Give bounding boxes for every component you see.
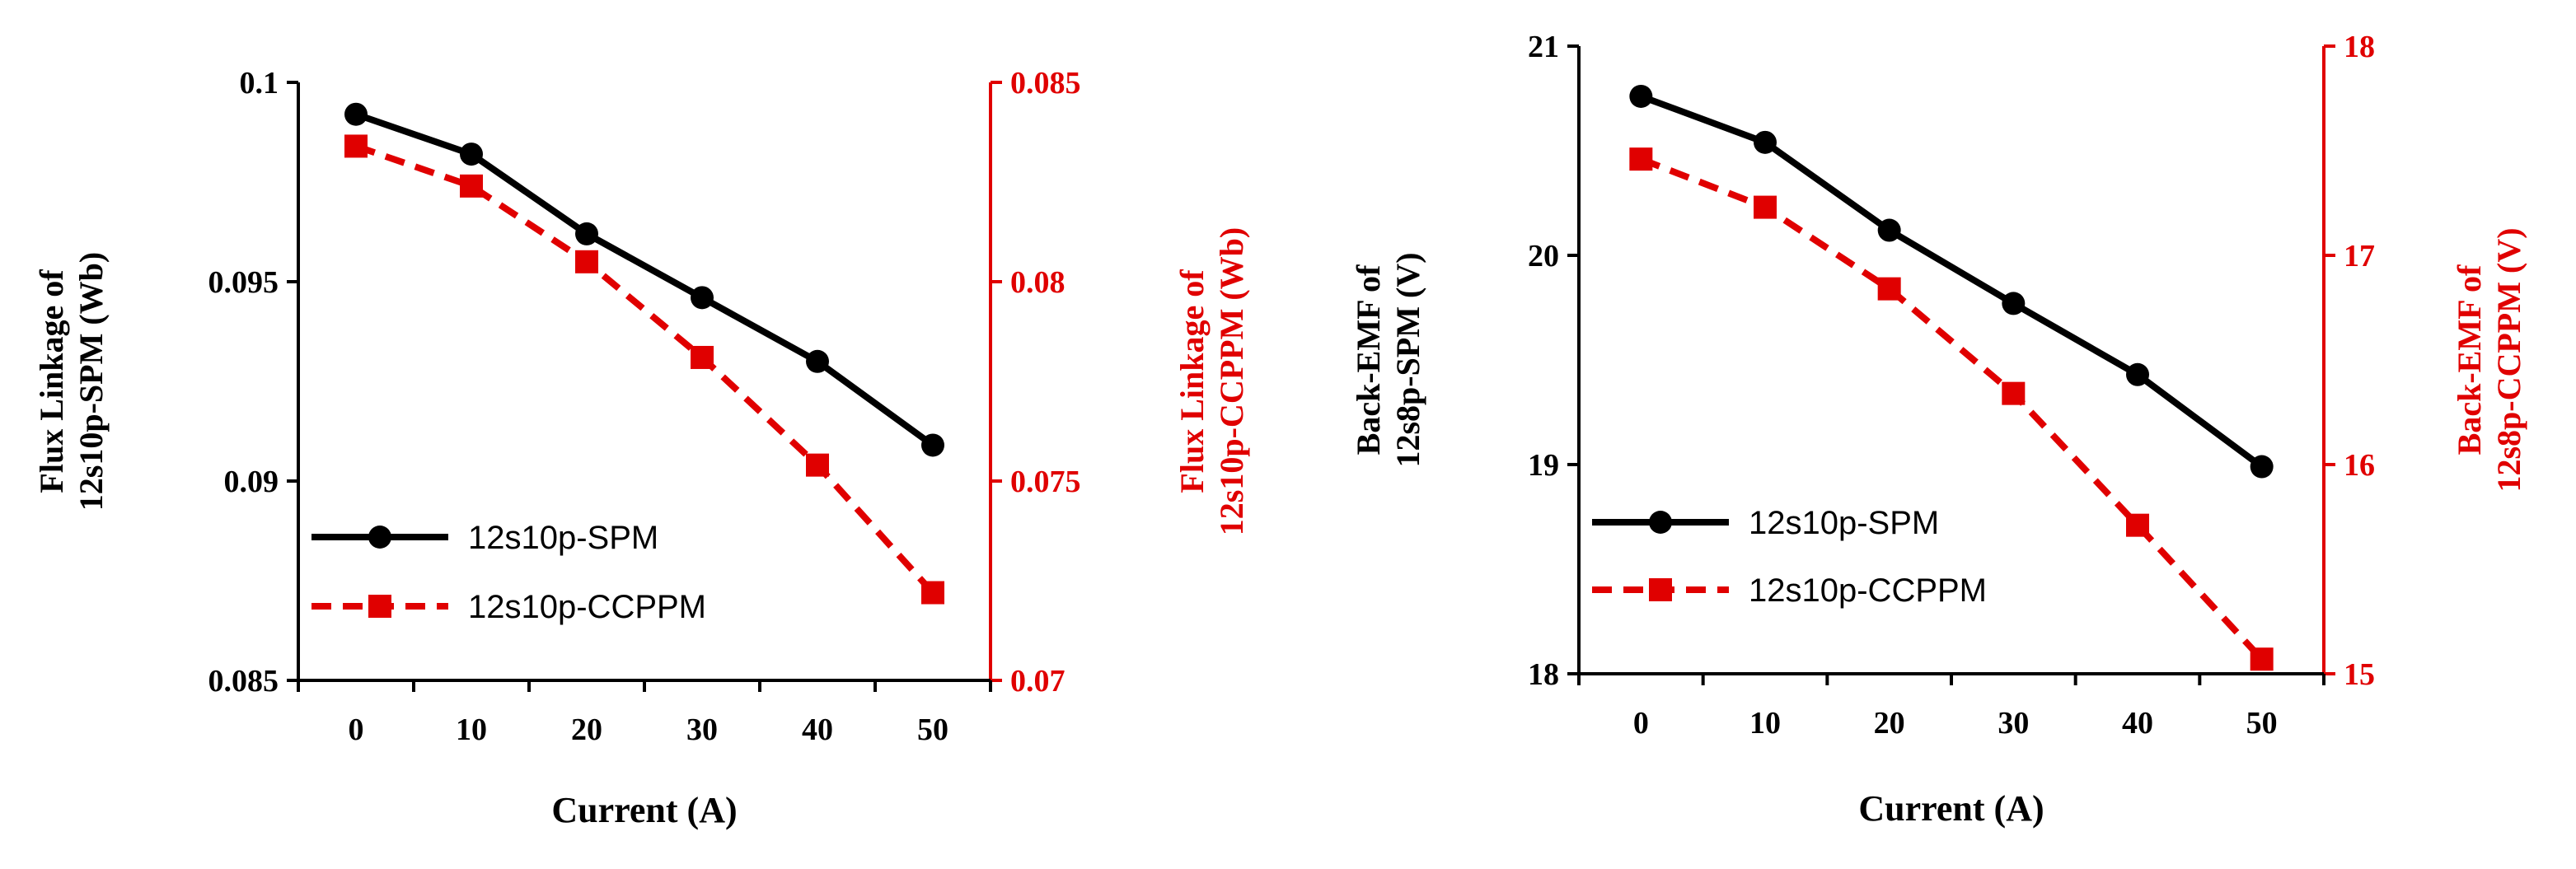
chart1: 0.085 0.09 0.095 0.1 0.07 0.075 0.08 0.085 0 10 20… <box>33 66 1250 830</box>
x-tick-label: 10 <box>1749 706 1781 741</box>
right-tick-label: 15 <box>2344 657 2375 692</box>
data-point-12s10p-ccppm <box>921 581 944 605</box>
x-tick-label: 0 <box>349 712 364 747</box>
legend-label: 12s10p-CCPPM <box>468 589 706 625</box>
left-tick-label: 0.1 <box>240 66 279 100</box>
data-point-12s10p-ccppm <box>2250 647 2274 671</box>
left-tick-label: 18 <box>1528 657 1559 692</box>
data-point-12s10p-ccppm <box>691 345 714 369</box>
data-point-12s10p-ccppm <box>2002 381 2026 405</box>
data-point-12s10p-spm <box>1754 130 1777 154</box>
data-point-12s10p-spm <box>806 349 829 373</box>
legend-label: 12s10p-SPM <box>1749 505 1939 541</box>
left-axis-title-line: Back-EMF of <box>1350 264 1387 455</box>
data-point-12s10p-ccppm <box>344 134 368 158</box>
legend: 12s10p-SPM 12s10p-CCPPM <box>1592 505 1987 609</box>
left-axis-title-line: Flux Linkage of <box>33 269 70 493</box>
right-tick-label: 0.085 <box>1010 66 1081 100</box>
data-point-12s10p-ccppm <box>1877 277 1901 301</box>
data-point-12s10p-spm <box>691 286 714 310</box>
data-point-12s10p-spm <box>575 222 598 245</box>
x-tick-label: 20 <box>571 712 602 747</box>
data-point-12s10p-ccppm <box>806 453 829 477</box>
series-line-12s10p-spm <box>1639 93 2265 470</box>
x-tick-label: 40 <box>802 712 833 747</box>
left-axis-title: Flux Linkage of12s10p-SPM (Wb) <box>33 252 110 511</box>
left-axis-title-line: 12s10p-SPM (Wb) <box>73 252 110 511</box>
series-line-12s10p-spm <box>354 110 935 448</box>
data-point-12s10p-ccppm <box>1629 147 1653 171</box>
right-axis-title-line: Flux Linkage of <box>1173 269 1211 493</box>
x-axis-title: Current (A) <box>1858 788 2044 829</box>
x-tick-label: 30 <box>686 712 718 747</box>
legend-marker <box>1649 578 1672 601</box>
right-axis-title: Back-EMF of12s8p-CCPPM (V) <box>2451 227 2527 492</box>
data-point-12s10p-ccppm <box>460 174 483 198</box>
right-tick-label: 17 <box>2344 239 2375 273</box>
chart2: 18 19 20 21 15 16 17 18 0 10 20 30 40 50 Current (A) Ba… <box>1350 30 2527 829</box>
x-tick-label: 50 <box>2246 706 2278 741</box>
left-axis-title: Back-EMF of12s8p-SPM (V) <box>1350 252 1426 467</box>
data-point-12s10p-ccppm <box>575 250 598 273</box>
left-tick-label: 20 <box>1528 239 1559 273</box>
right-tick-label: 0.08 <box>1010 265 1066 300</box>
data-point-12s10p-spm <box>460 142 483 166</box>
data-point-12s10p-spm <box>344 102 368 126</box>
legend-label: 12s10p-SPM <box>468 520 658 556</box>
x-axis-title: Current (A) <box>551 790 737 830</box>
right-axis-title-line: 12s8p-CCPPM (V) <box>2490 227 2527 492</box>
legend-marker <box>368 526 391 549</box>
left-tick-label: 19 <box>1528 448 1559 483</box>
data-point-12s10p-spm <box>921 433 944 457</box>
data-point-12s10p-spm <box>2250 455 2274 479</box>
right-axis-title-line: 12s10p-CCPPM (Wb) <box>1213 227 1250 535</box>
data-point-12s10p-ccppm <box>1754 195 1777 219</box>
legend-marker <box>368 595 391 618</box>
left-tick-label: 0.085 <box>208 664 279 698</box>
data-point-12s10p-spm <box>2126 362 2149 386</box>
data-point-12s10p-spm <box>1629 84 1653 108</box>
series-line-12s10p-ccppm <box>1639 156 2265 661</box>
right-axis-title-line: Back-EMF of <box>2451 264 2488 455</box>
x-tick-label: 50 <box>917 712 948 747</box>
x-tick-label: 10 <box>456 712 487 747</box>
right-tick-label: 18 <box>2344 30 2375 64</box>
series-line-12s10p-ccppm <box>354 142 935 596</box>
x-tick-label: 30 <box>1998 706 2029 741</box>
x-tick-label: 0 <box>1633 706 1649 741</box>
right-axis-title: Flux Linkage of12s10p-CCPPM (Wb) <box>1173 227 1250 535</box>
right-tick-label: 0.075 <box>1010 465 1081 499</box>
right-tick-label: 16 <box>2344 448 2375 483</box>
left-tick-label: 21 <box>1528 30 1559 64</box>
data-point-12s10p-ccppm <box>2126 513 2149 537</box>
x-tick-label: 40 <box>2122 706 2153 741</box>
legend-marker <box>1649 511 1672 534</box>
right-tick-label: 0.07 <box>1010 664 1066 698</box>
legend-label: 12s10p-CCPPM <box>1749 572 1987 609</box>
left-axis-title-line: 12s8p-SPM (V) <box>1389 252 1426 467</box>
left-tick-label: 0.095 <box>208 265 279 300</box>
x-tick-label: 20 <box>1874 706 1905 741</box>
data-point-12s10p-spm <box>2002 292 2026 315</box>
legend: 12s10p-SPM 12s10p-CCPPM <box>311 520 706 625</box>
data-point-12s10p-spm <box>1877 218 1901 242</box>
left-tick-label: 0.09 <box>224 465 279 499</box>
